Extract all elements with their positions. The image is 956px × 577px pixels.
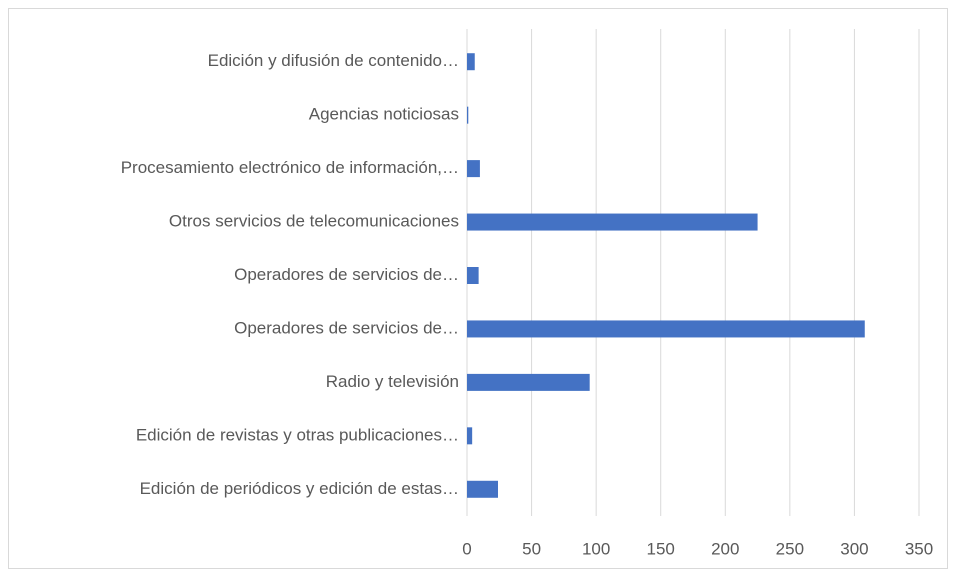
bar xyxy=(467,267,479,284)
x-tick-label: 0 xyxy=(462,539,471,558)
x-tick-label: 200 xyxy=(711,539,739,558)
y-tick-label: Operadores de servicios de… xyxy=(234,318,459,337)
y-tick-label: Operadores de servicios de… xyxy=(234,265,459,284)
x-tick-label: 300 xyxy=(840,539,868,558)
bar xyxy=(467,373,590,391)
bar xyxy=(467,160,480,178)
x-tick-label: 50 xyxy=(522,539,541,558)
bar xyxy=(467,53,475,71)
y-tick-label: Procesamiento electrónico de información… xyxy=(121,158,459,177)
y-tick-label: Edición y difusión de contenido… xyxy=(208,51,459,70)
bar xyxy=(467,106,469,124)
x-tick-label: 150 xyxy=(647,539,675,558)
x-tick-label: 250 xyxy=(776,539,804,558)
bar xyxy=(467,320,865,338)
y-tick-label: Edición de periódicos y edición de estas… xyxy=(140,479,459,498)
x-tick-label: 350 xyxy=(905,539,933,558)
y-tick-label: Radio y televisión xyxy=(326,372,459,391)
x-tick-label: 100 xyxy=(582,539,610,558)
chart-frame xyxy=(8,8,948,569)
y-tick-label: Agencias noticiosas xyxy=(309,105,459,124)
y-tick-label: Otros servicios de telecomunicaciones xyxy=(169,212,459,231)
bar xyxy=(467,480,498,498)
y-tick-label: Edición de revistas y otras publicacione… xyxy=(136,425,459,444)
bar xyxy=(467,427,473,445)
bar xyxy=(467,213,758,231)
